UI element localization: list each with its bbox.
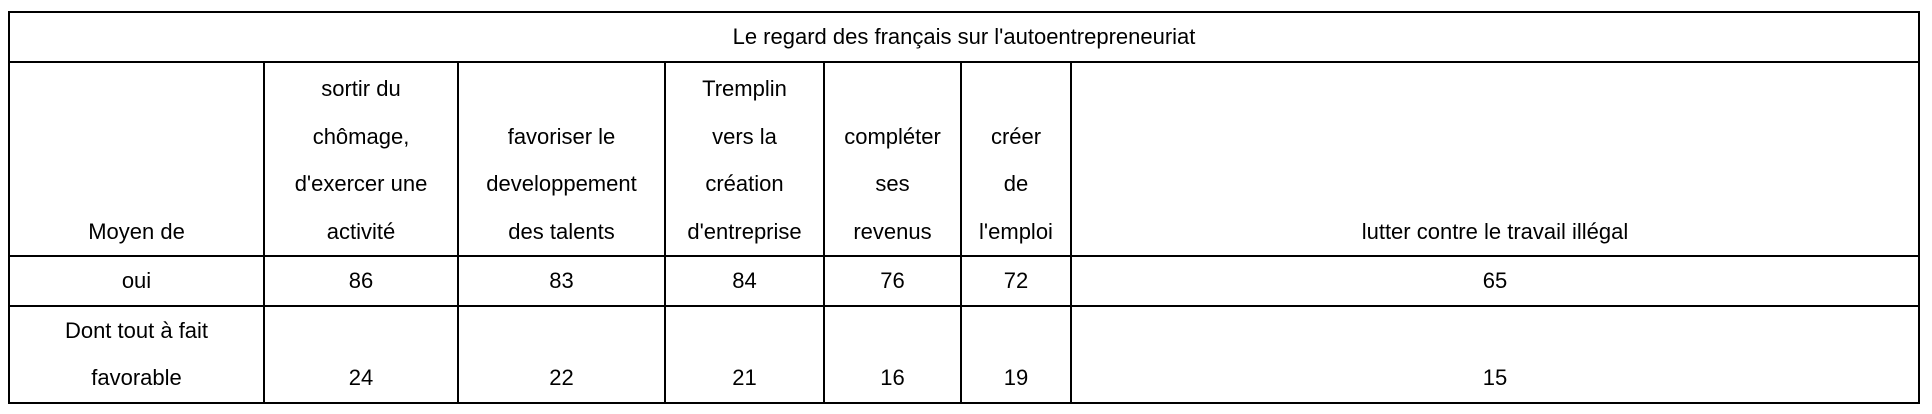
- column-header: sortir du chômage, d'exercer une activité: [263, 61, 459, 257]
- table-cell: 21: [664, 304, 825, 404]
- table-cell: 22: [457, 304, 666, 404]
- table-cell: 65: [1070, 255, 1920, 307]
- table-cell: 19: [960, 304, 1072, 404]
- table-title: Le regard des français sur l'autoentrepr…: [8, 11, 1920, 63]
- table-row: Dont tout à fait favorable 24 22 21 16 19…: [8, 304, 1920, 404]
- table-cell: 83: [457, 255, 666, 307]
- table-cell: 76: [823, 255, 962, 307]
- column-header: lutter contre le travail illégal: [1070, 61, 1920, 257]
- table-cell: 15: [1070, 304, 1920, 404]
- table-row: oui 86 83 84 76 72 65: [8, 255, 1920, 307]
- column-header: Tremplin vers la création d'entreprise: [664, 61, 825, 257]
- table-cell: 72: [960, 255, 1072, 307]
- table-cell: 86: [263, 255, 459, 307]
- column-header: favoriser le developpement des talents: [457, 61, 666, 257]
- row-label: oui: [8, 255, 265, 307]
- row-label: Dont tout à fait favorable: [8, 304, 265, 404]
- survey-table: Le regard des français sur l'autoentrepr…: [8, 11, 1920, 404]
- table-cell: 84: [664, 255, 825, 307]
- table-cell: 16: [823, 304, 962, 404]
- column-header: compléter ses revenus: [823, 61, 962, 257]
- column-header: créer de l'emploi: [960, 61, 1072, 257]
- row-header-label: Moyen de: [8, 61, 265, 257]
- table-cell: 24: [263, 304, 459, 404]
